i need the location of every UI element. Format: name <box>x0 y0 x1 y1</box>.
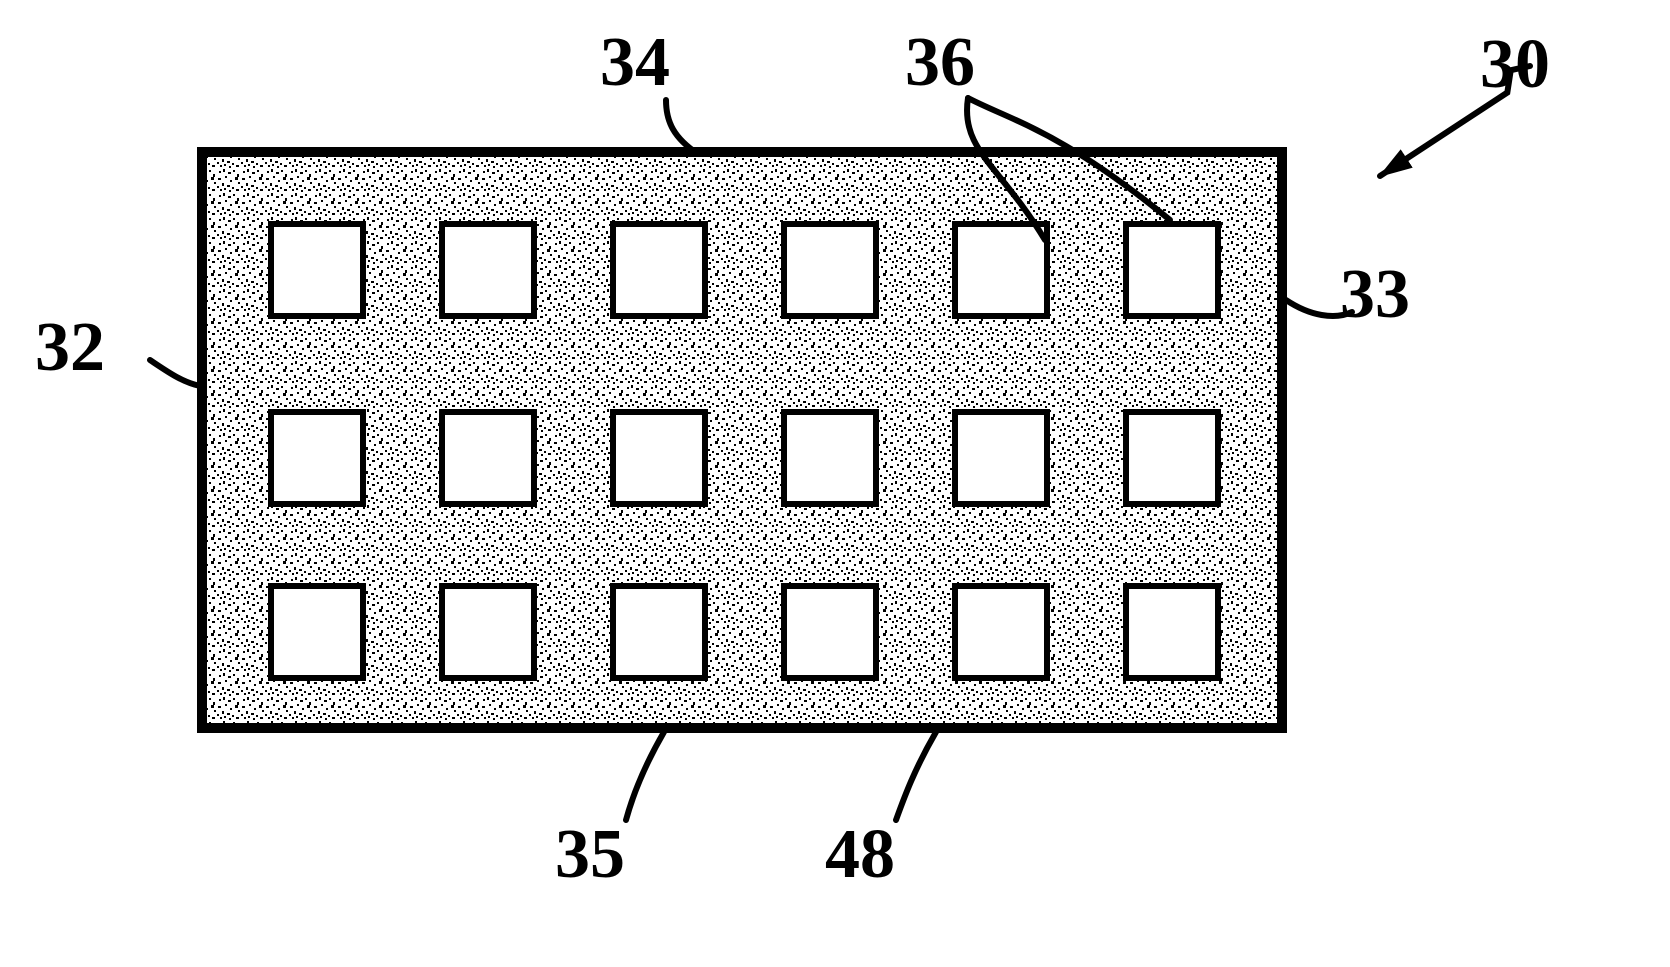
hole <box>1126 586 1218 678</box>
hole <box>784 586 876 678</box>
hole <box>271 412 363 504</box>
hole <box>1126 412 1218 504</box>
hole <box>613 224 705 316</box>
hole <box>271 224 363 316</box>
hole <box>442 224 534 316</box>
hole <box>442 586 534 678</box>
hole <box>955 586 1047 678</box>
callout-32: 32 <box>35 313 105 383</box>
hole <box>271 586 363 678</box>
callout-34: 34 <box>600 28 670 98</box>
hole <box>613 586 705 678</box>
callout-36: 36 <box>905 28 975 98</box>
hole <box>1126 224 1218 316</box>
hole <box>784 412 876 504</box>
hole <box>613 412 705 504</box>
hole <box>955 224 1047 316</box>
hole <box>442 412 534 504</box>
callout-35: 35 <box>555 820 625 890</box>
hole <box>955 412 1047 504</box>
callout-30: 30 <box>1480 30 1550 100</box>
callout-33: 33 <box>1340 260 1410 330</box>
hole <box>784 224 876 316</box>
figure-stage: 30 33 34 36 32 35 48 <box>0 0 1670 967</box>
callout-48: 48 <box>825 820 895 890</box>
